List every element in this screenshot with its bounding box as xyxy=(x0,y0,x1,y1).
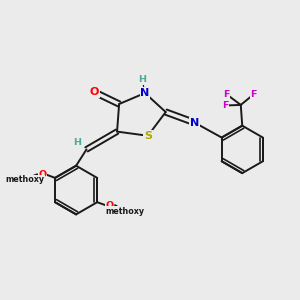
Text: N: N xyxy=(190,118,200,128)
Text: N: N xyxy=(140,88,150,98)
Text: H: H xyxy=(74,138,82,147)
Text: H: H xyxy=(139,76,147,85)
Text: S: S xyxy=(144,131,152,141)
Text: F: F xyxy=(223,90,230,99)
Text: O: O xyxy=(90,87,99,97)
Text: methoxy: methoxy xyxy=(106,207,145,216)
Text: F: F xyxy=(250,90,257,99)
Text: methoxy: methoxy xyxy=(6,175,45,184)
Text: O: O xyxy=(106,201,114,210)
Text: O: O xyxy=(38,170,46,179)
Text: F: F xyxy=(222,101,229,110)
